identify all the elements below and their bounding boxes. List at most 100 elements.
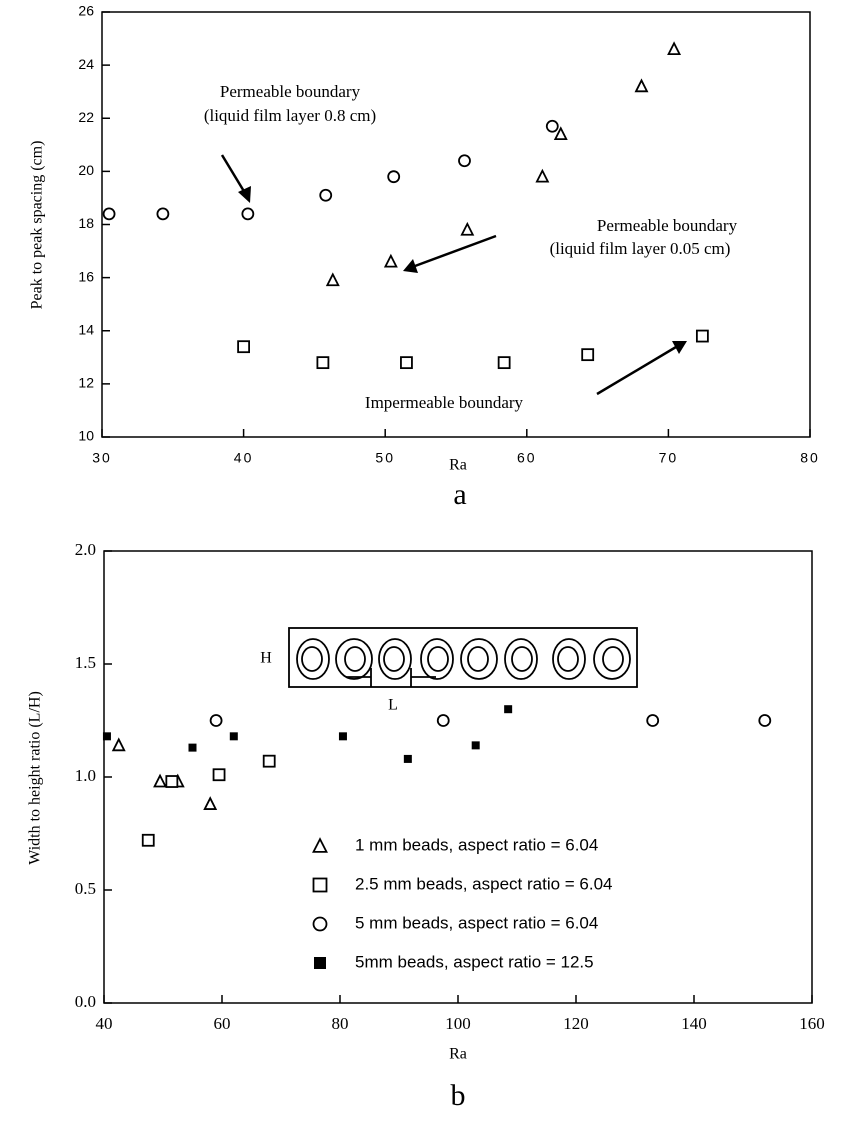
point xyxy=(212,768,226,782)
inset-box xyxy=(288,627,638,688)
point xyxy=(111,737,126,752)
point xyxy=(581,348,595,362)
point xyxy=(338,732,347,741)
arrow-head xyxy=(403,259,418,273)
x-tick-label: 140 xyxy=(681,1014,707,1033)
x-tick-label: 100 xyxy=(445,1014,471,1033)
legend-marker xyxy=(312,837,328,853)
cell-outer xyxy=(593,638,631,680)
y-tick-label: 2.0 xyxy=(75,540,96,559)
point xyxy=(188,743,197,752)
cell-inner xyxy=(383,646,405,672)
x-tick-label: 40 xyxy=(234,450,254,466)
annotation: Impermeable boundary xyxy=(365,393,524,412)
point xyxy=(758,714,772,727)
x-tick-label: 60 xyxy=(214,1014,231,1033)
x-axis-label: Ra xyxy=(449,457,467,474)
point xyxy=(545,119,559,133)
x-tick-label: 160 xyxy=(799,1014,825,1033)
annotation: Permeable boundary xyxy=(597,216,738,235)
cell-outer xyxy=(296,638,330,680)
cell-inner xyxy=(467,646,489,672)
x-tick-label: 80 xyxy=(800,450,820,466)
cell-inner xyxy=(511,646,533,672)
point xyxy=(156,207,170,221)
legend-label: 2.5 mm beads, aspect ratio = 6.04 xyxy=(355,874,613,893)
cell-inner xyxy=(557,646,579,672)
point xyxy=(400,356,413,370)
point xyxy=(497,356,511,370)
y-tick-label: 18 xyxy=(78,215,94,231)
x-tick-label: 30 xyxy=(92,450,112,466)
annotation: (liquid film layer 0.05 cm) xyxy=(550,239,731,258)
point xyxy=(471,741,480,750)
point xyxy=(504,705,513,714)
annotation: Permeable boundary xyxy=(220,82,361,101)
y-axis-label: Peak to peak spacing (cm) xyxy=(29,141,46,310)
point xyxy=(436,714,450,727)
cell-outer xyxy=(378,638,412,680)
y-tick-label: 12 xyxy=(78,375,94,391)
cell-inner xyxy=(427,646,449,672)
y-tick-label: 24 xyxy=(78,56,94,72)
y-tick-label: 0.0 xyxy=(75,992,96,1011)
point xyxy=(646,714,660,727)
x-axis-label: Ra xyxy=(449,1046,467,1063)
annotation: (liquid film layer 0.8 cm) xyxy=(204,106,376,125)
y-tick-label: 0.5 xyxy=(75,879,96,898)
point xyxy=(102,732,111,741)
point xyxy=(553,126,568,141)
cell-outer xyxy=(335,638,373,680)
point xyxy=(203,796,218,810)
point xyxy=(262,754,276,768)
annotation: L xyxy=(388,697,398,714)
y-tick-label: 22 xyxy=(78,109,94,125)
inset-diagram xyxy=(288,627,638,688)
cell-outer xyxy=(552,638,586,680)
point xyxy=(695,329,709,343)
point xyxy=(102,207,116,221)
arrow xyxy=(414,234,497,268)
point xyxy=(634,78,649,93)
legend-label: 5 mm beads, aspect ratio = 6.04 xyxy=(355,913,598,932)
cell-inner xyxy=(301,646,323,672)
panel-label: a xyxy=(453,478,466,511)
cell-outer xyxy=(420,638,454,680)
cell-outer xyxy=(460,638,498,680)
arrows xyxy=(220,154,687,396)
x-tick-label: 120 xyxy=(563,1014,589,1033)
arrow xyxy=(220,154,247,194)
plot-frame xyxy=(103,550,813,1004)
x-tick-label: 40 xyxy=(96,1014,113,1033)
point xyxy=(241,207,255,221)
point xyxy=(325,272,340,287)
point xyxy=(667,41,682,56)
arrow xyxy=(596,345,677,396)
x-tick-label: 80 xyxy=(332,1014,349,1033)
y-tick-label: 1.0 xyxy=(75,766,96,785)
point xyxy=(460,221,475,236)
x-tick-label: 70 xyxy=(659,450,679,466)
y-tick-label: 10 xyxy=(78,428,94,444)
y-tick-label: 14 xyxy=(78,321,94,337)
point xyxy=(535,168,550,183)
point xyxy=(387,170,401,184)
point xyxy=(319,188,333,202)
point xyxy=(237,340,251,354)
legend-marker xyxy=(312,877,328,893)
arrow-head xyxy=(238,186,251,203)
legend-marker xyxy=(312,916,328,932)
point xyxy=(153,773,168,788)
cell-inner xyxy=(602,646,624,672)
point xyxy=(458,154,471,168)
legend-label: 1 mm beads, aspect ratio = 6.04 xyxy=(355,835,598,854)
cell-outer xyxy=(504,638,538,680)
arrow-head xyxy=(672,341,687,354)
legend-label: 5mm beads, aspect ratio = 12.5 xyxy=(355,952,594,971)
y-axis-label: Width to height ratio (L/H) xyxy=(27,691,44,865)
cell-inner xyxy=(344,646,366,672)
point xyxy=(141,833,155,847)
point xyxy=(165,775,179,788)
y-tick-label: 16 xyxy=(78,268,94,284)
point xyxy=(403,754,412,763)
